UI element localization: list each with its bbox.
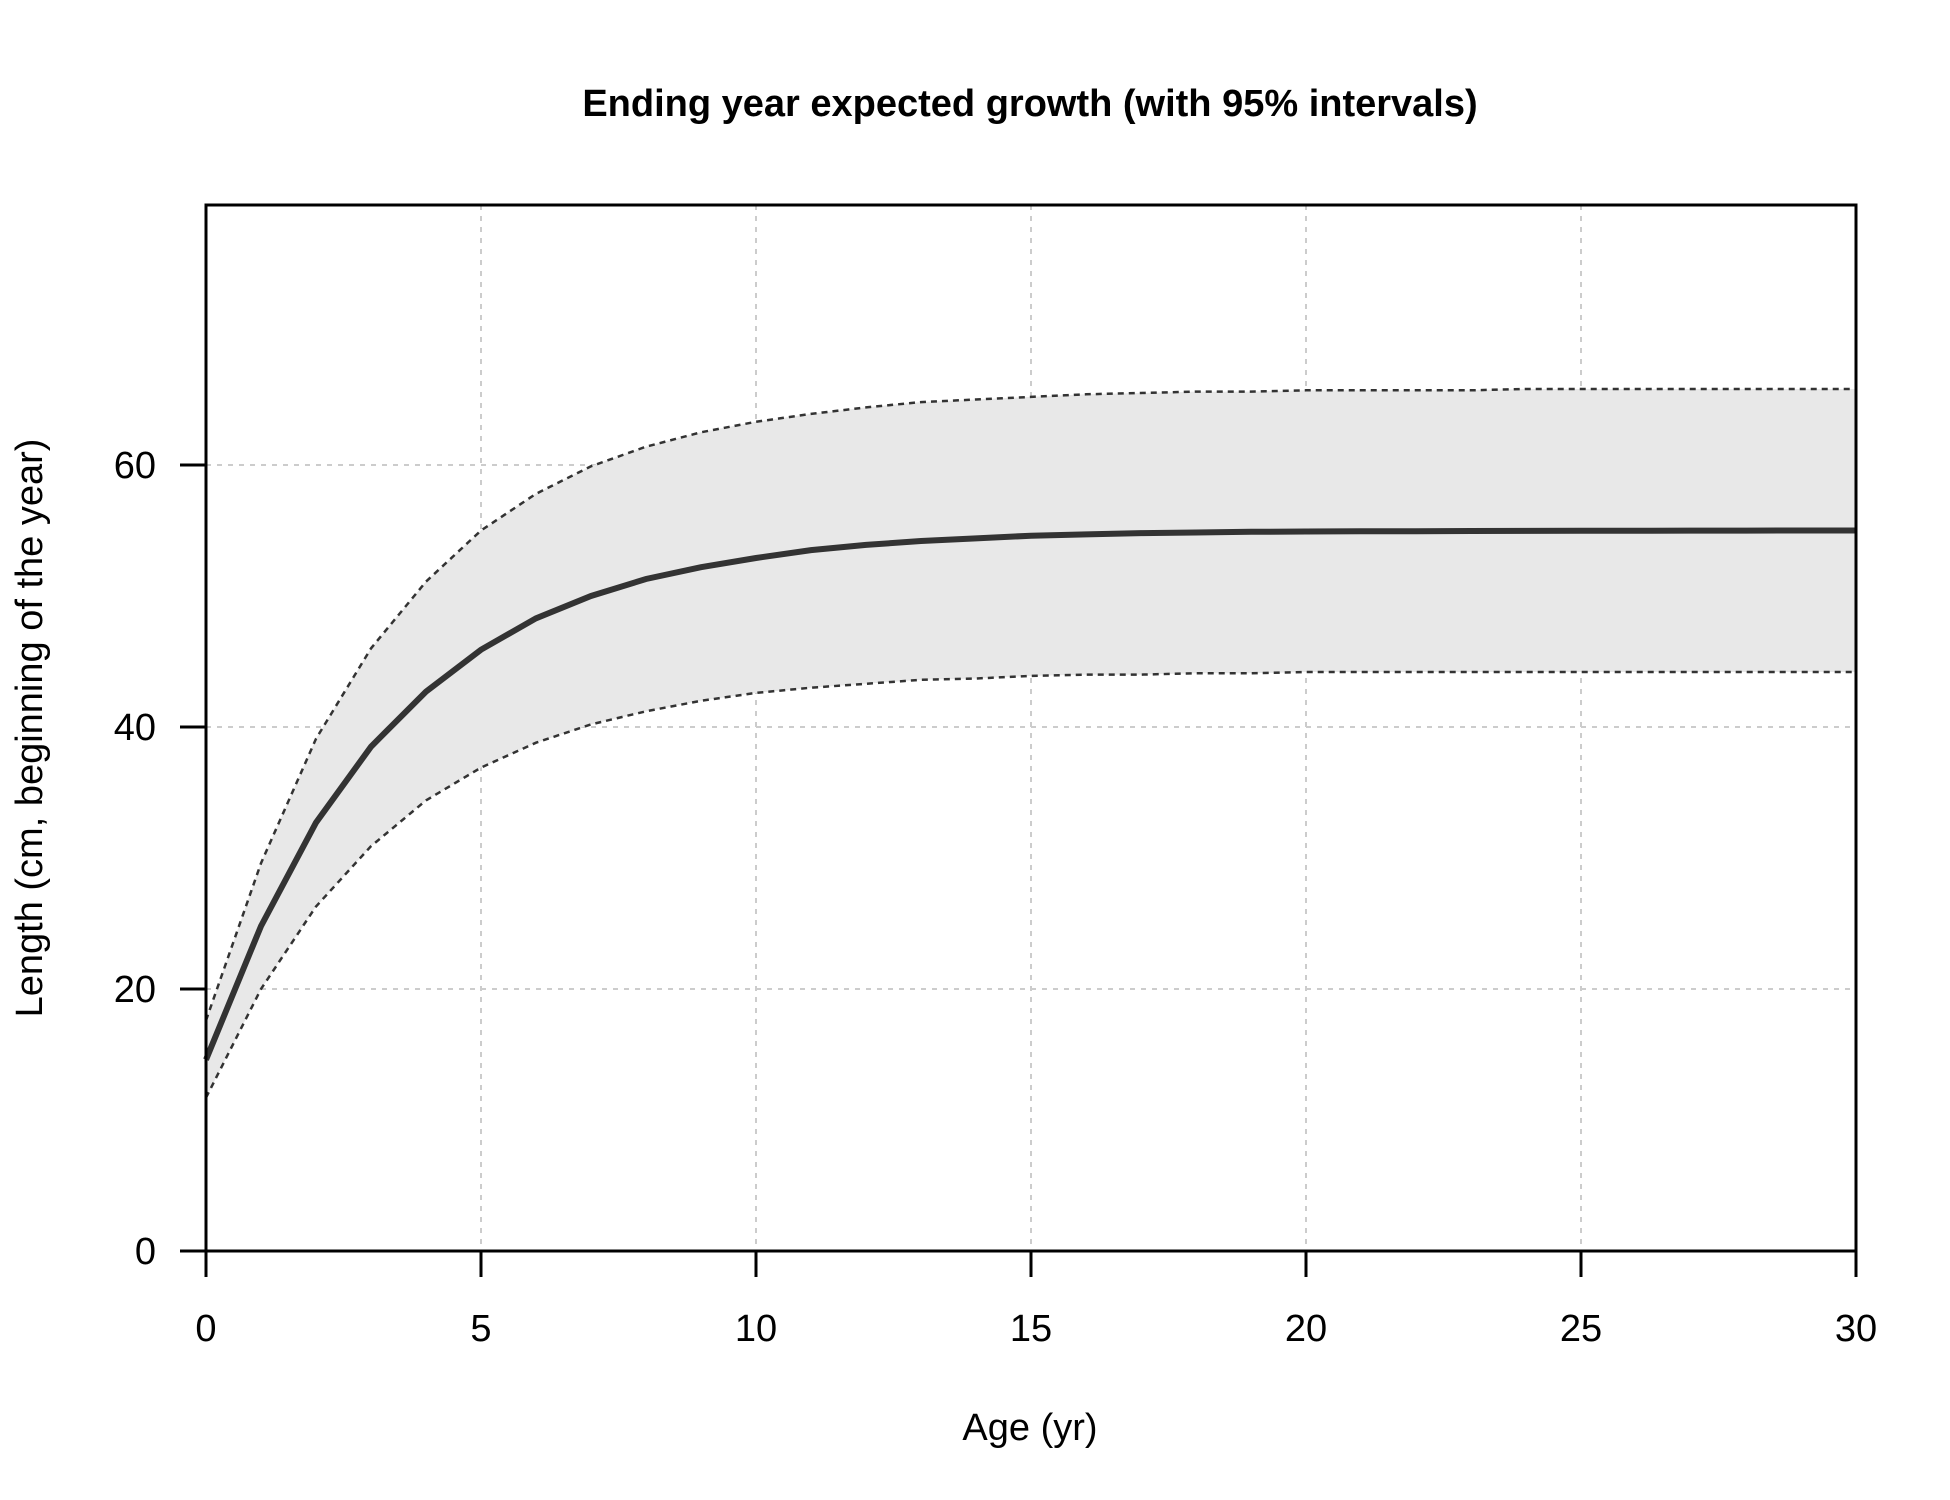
x-tick-label: 10 — [735, 1308, 777, 1350]
y-tick-label: 40 — [114, 707, 156, 749]
expected-length-line — [203, 527, 1856, 1061]
x-tick-label: 20 — [1285, 1308, 1327, 1350]
x-tick-label: 15 — [1010, 1308, 1052, 1350]
chart-title: Ending year expected growth (with 95% in… — [582, 83, 1477, 125]
y-tick-label: 60 — [114, 445, 156, 487]
x-tick-label: 25 — [1560, 1308, 1602, 1350]
y-axis-label: Length (cm, beginning of the year) — [9, 439, 51, 1018]
y-tick-label: 0 — [135, 1231, 156, 1273]
y-tick-label: 20 — [114, 969, 156, 1011]
axis-layer: 0 5 10 15 20 25 30 0 20 40 60 — [114, 205, 1877, 1350]
x-tick-label: 30 — [1835, 1308, 1877, 1350]
interval-band — [206, 389, 1856, 1098]
x-axis-label: Age (yr) — [962, 1407, 1097, 1449]
data-layer — [203, 387, 1856, 1099]
upper-interval-line — [204, 387, 1856, 1021]
x-tick-label: 0 — [195, 1308, 216, 1350]
x-tick-label: 5 — [470, 1308, 491, 1350]
